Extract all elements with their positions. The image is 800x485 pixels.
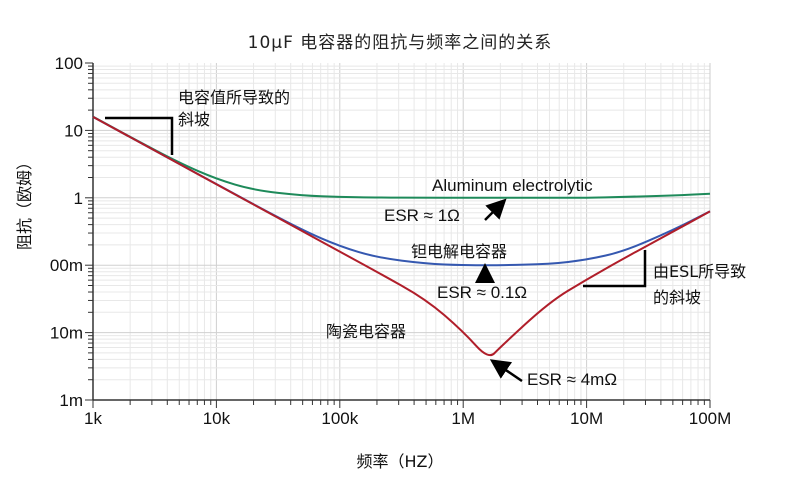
x-tick-label: 1k [84,409,102,428]
esl-slope-label-2: 的斜坡 [653,288,702,307]
esl-slope-bracket [583,250,647,288]
esr-aluminum-label: ESR ≈ 1Ω [384,206,460,225]
y-tick-label: 1m [59,391,83,410]
y-tick-label: 100 [55,54,83,73]
y-tick-label: 10 [64,121,83,140]
x-tick-label: 1M [451,409,475,428]
y-tick-label: 1 [74,189,83,208]
y-axis-label: 阻抗（欧姆） [15,154,34,251]
series-line-2 [92,115,711,357]
aluminum-label: Aluminum electrolytic [432,176,593,195]
esr-tantalum-label: ESR ≈ 0.1Ω [437,283,528,302]
x-tick-label: 100M [689,409,732,428]
y-tick-label: 10m [50,324,83,343]
cap-slope-label-2: 斜坡 [178,110,211,129]
x-tick-label: 10k [203,409,231,428]
esr-ceramic-arrow [489,359,523,383]
tantalum-label: 钽电解电容器 [411,242,508,261]
series-line-1 [92,115,711,267]
cap-slope-label-1: 电容值所导致的 [178,88,291,107]
esl-slope-label-1: 由ESL所导致 [653,262,747,281]
capacitance-slope-bracket [105,116,174,155]
esr-ceramic-label: ESR ≈ 4mΩ [527,370,618,389]
ceramic-label: 陶瓷电容器 [326,322,407,341]
series-line-0 [92,115,711,199]
esr-aluminum-arrow [484,198,507,221]
x-axis-label: 频率（HZ） [356,452,444,471]
x-tick-label: 100k [321,409,358,428]
chart-title: 10μF 电容器的阻抗与频率之间的关系 [247,33,553,53]
y-tick-label: 00m [50,256,83,275]
x-tick-label: 10M [570,409,603,428]
